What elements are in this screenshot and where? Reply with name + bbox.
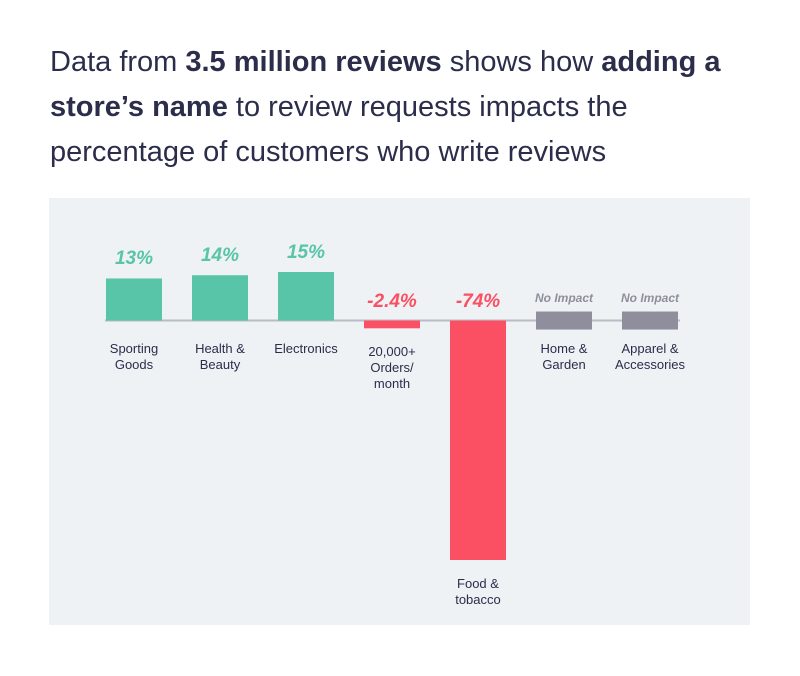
- value-label: 13%: [114, 248, 154, 270]
- bar: [278, 272, 334, 321]
- value-label: 14%: [200, 245, 240, 267]
- bar: [192, 275, 248, 321]
- category-label: Home & Garden: [540, 340, 588, 372]
- bar: [106, 278, 162, 321]
- category-label: Sporting Goods: [109, 340, 159, 372]
- title-segment: shows how: [441, 46, 602, 78]
- title-segment: Data from: [50, 46, 186, 78]
- value-label: -2.4%: [367, 290, 417, 312]
- bar: [450, 320, 506, 560]
- category-label: Electronics: [274, 340, 338, 356]
- value-label: No Impact: [534, 290, 593, 305]
- chart-panel: [49, 198, 750, 625]
- bar-marker: [622, 311, 678, 330]
- title-segment: 3.5 million reviews: [185, 46, 442, 78]
- bar-marker: [536, 311, 592, 330]
- title-segment: to review requests impacts the percentag…: [50, 91, 628, 168]
- category-label: 20,000+ Orders/ month: [368, 344, 416, 392]
- bar: [364, 320, 420, 329]
- title-segment: adding a store’s name: [50, 46, 721, 123]
- value-label: 15%: [286, 242, 326, 263]
- chart-title: Data from 3.5 million reviews shows how …: [50, 40, 770, 175]
- category-label: Health & Beauty: [195, 340, 245, 372]
- value-label: No Impact: [620, 290, 679, 305]
- category-label: Apparel & Accessories: [614, 340, 686, 372]
- value-label: -74%: [455, 290, 501, 312]
- category-label: Food & tobacco: [455, 576, 501, 607]
